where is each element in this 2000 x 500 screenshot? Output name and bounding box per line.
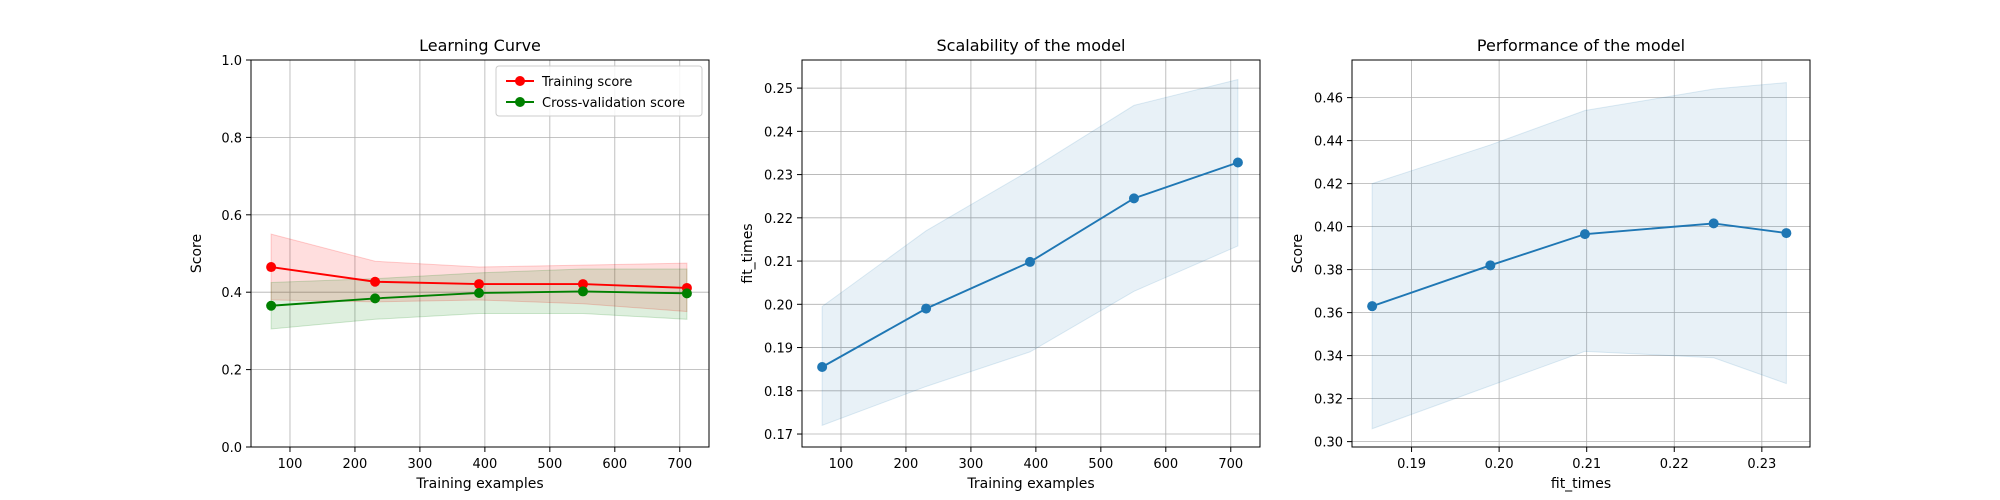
data-point [1025, 256, 1036, 267]
y-tick-label: 0.25 [764, 82, 793, 97]
chart-panel-3: 0.19 0.20 0.21 0.22 0.23 0.30 0.32 0.34 0.36 0.38… [1290, 36, 1811, 492]
legend-box [495, 65, 703, 117]
y-tick-label: 0.46 [1314, 92, 1343, 107]
plot-area [1367, 82, 1792, 430]
chart-title: Learning Curve [419, 36, 541, 55]
x-tick-label: 700 [667, 457, 692, 472]
data-point [474, 279, 485, 290]
x-tick-label: 200 [343, 457, 368, 472]
data-point [1232, 157, 1243, 168]
x-tick-label: 300 [958, 457, 983, 472]
x-tick-label: 0.21 [1572, 457, 1601, 472]
axes-frame [801, 59, 1261, 448]
x-tick-label: 100 [278, 457, 303, 472]
y-tick-label: 0.19 [764, 342, 793, 357]
y-tick-label: 0.22 [764, 212, 793, 227]
y-tick-label: 0.40 [1314, 221, 1343, 236]
chart-title: Performance of the model [1477, 36, 1685, 55]
data-point [921, 303, 932, 314]
y-tick-label: 0.34 [1314, 350, 1343, 365]
x-tick-label: 0.20 [1485, 457, 1514, 472]
data-point [1485, 260, 1496, 271]
x-tick-label: 400 [1023, 457, 1048, 472]
y-tick-label: 0.36 [1314, 307, 1343, 322]
data-point [1708, 218, 1719, 229]
x-tick-label: 0.22 [1660, 457, 1689, 472]
data-point [266, 300, 277, 311]
axes-frame [1351, 59, 1811, 448]
y-axis-label: Score [189, 234, 205, 273]
axes-frame [250, 59, 710, 448]
data-point [1128, 193, 1139, 204]
confidence-band-1 [1371, 82, 1787, 430]
x-tick-label: 200 [894, 457, 919, 472]
y-tick-label: 0.21 [764, 255, 793, 270]
data-point [1367, 301, 1378, 312]
x-tick-label: 700 [1218, 457, 1243, 472]
data-point [266, 262, 277, 273]
x-tick-label: 600 [602, 457, 627, 472]
y-tick-label: 0.4 [221, 286, 242, 301]
y-tick-label: 0.0 [221, 441, 242, 456]
x-tick-label: 0.19 [1397, 457, 1426, 472]
y-tick-label: 0.17 [764, 428, 793, 443]
x-tick-label: 400 [472, 457, 497, 472]
data-point [681, 288, 692, 299]
x-tick-label: 500 [1088, 457, 1113, 472]
y-tick-label: 0.42 [1314, 178, 1343, 193]
x-tick-label: 600 [1153, 457, 1178, 472]
legend-marker [515, 76, 525, 86]
y-tick-label: 0.20 [764, 298, 793, 313]
y-tick-label: 0.6 [221, 209, 242, 224]
y-tick-label: 0.18 [764, 385, 793, 400]
y-tick-label: 0.24 [764, 125, 793, 140]
x-tick-label: 500 [537, 457, 562, 472]
legend-entry-label: Training score [541, 75, 632, 90]
data-point [1579, 229, 1590, 240]
plot-area [817, 78, 1243, 427]
x-axis-label: Training examples [415, 476, 543, 492]
data-point [370, 293, 381, 304]
data-point [577, 279, 588, 290]
legend-marker [515, 97, 525, 107]
y-tick-label: 0.30 [1314, 436, 1343, 451]
legend: Training score Cross-validation score [495, 65, 703, 117]
data-point [474, 287, 485, 298]
x-tick-label: 100 [829, 457, 854, 472]
confidence-band-1 [821, 78, 1239, 427]
plot-area [266, 233, 692, 330]
y-tick-label: 1.0 [221, 54, 242, 69]
data-point [370, 276, 381, 287]
y-tick-label: 0.44 [1314, 135, 1343, 150]
data-point [577, 286, 588, 297]
y-tick-label: 0.23 [764, 169, 793, 184]
data-point [1781, 228, 1792, 239]
x-axis-label: fit_times [1551, 476, 1611, 492]
data-point [817, 362, 828, 373]
x-axis-label: Training examples [966, 476, 1094, 492]
chart-panel-2: 100 200 300 400 500 600 700 0.17 0.18 0.19 0.20 0.2… [740, 36, 1261, 492]
y-tick-label: 0.2 [221, 364, 242, 379]
y-tick-label: 0.32 [1314, 393, 1343, 408]
y-tick-label: 0.38 [1314, 264, 1343, 279]
y-axis-label: Score [1290, 234, 1306, 273]
y-tick-label: 0.8 [221, 131, 242, 146]
x-tick-label: 300 [407, 457, 432, 472]
chart-title: Scalability of the model [937, 36, 1126, 55]
legend-entry-label: Cross-validation score [542, 96, 685, 111]
chart-panel-1: 100 200 300 400 500 600 700 0.0 0.2 0.4 0.6 0.8 1.0 L… [189, 36, 710, 492]
x-tick-label: 0.23 [1747, 457, 1776, 472]
y-axis-label: fit_times [740, 223, 756, 283]
